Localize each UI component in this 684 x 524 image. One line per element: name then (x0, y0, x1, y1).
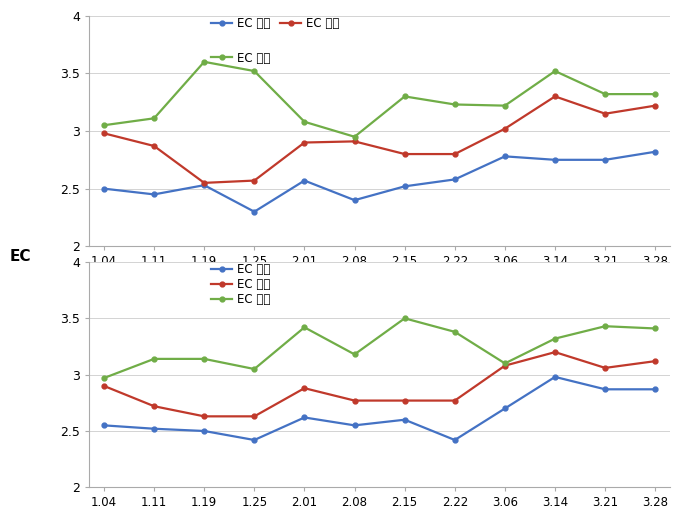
EC 배액 (250, 413, 259, 420)
EC 배액 (601, 365, 609, 371)
EC 배지 (551, 335, 559, 342)
EC 배지 (300, 324, 308, 331)
EC 급액 (200, 428, 209, 434)
EC 배액 (100, 383, 108, 389)
Line: EC 배액: EC 배액 (101, 350, 658, 419)
Legend: EC 배지: EC 배지 (211, 51, 270, 64)
EC 급액 (250, 437, 259, 443)
EC 배액 (200, 413, 209, 420)
EC 급액 (401, 417, 409, 423)
EC 급액 (451, 437, 459, 443)
Line: EC 배지: EC 배지 (101, 316, 658, 380)
Text: EC: EC (10, 249, 31, 264)
EC 배지 (150, 356, 158, 362)
EC 급액 (651, 386, 659, 392)
EC 배지 (350, 351, 358, 357)
EC 배액 (300, 385, 308, 391)
EC 배액 (551, 349, 559, 355)
EC 배지 (401, 315, 409, 321)
EC 배액 (150, 403, 158, 409)
EC 급액 (350, 422, 358, 429)
EC 배액 (501, 363, 509, 369)
EC 급액 (601, 386, 609, 392)
Line: EC 급액: EC 급액 (101, 375, 658, 442)
EC 급액 (551, 374, 559, 380)
EC 배지 (451, 329, 459, 335)
EC 급액 (501, 406, 509, 412)
EC 배액 (350, 397, 358, 403)
EC 배지 (501, 361, 509, 367)
EC 급액 (100, 422, 108, 429)
EC 급액 (150, 425, 158, 432)
EC 배지 (100, 375, 108, 381)
EC 배액 (651, 358, 659, 364)
EC 배액 (451, 397, 459, 403)
EC 배지 (200, 356, 209, 362)
EC 배액 (401, 397, 409, 403)
EC 배지 (250, 366, 259, 372)
Legend: EC 급액, EC 배액, EC 배지: EC 급액, EC 배액, EC 배지 (211, 264, 270, 306)
EC 급액 (300, 414, 308, 421)
EC 배지 (651, 325, 659, 332)
EC 배지 (601, 323, 609, 330)
